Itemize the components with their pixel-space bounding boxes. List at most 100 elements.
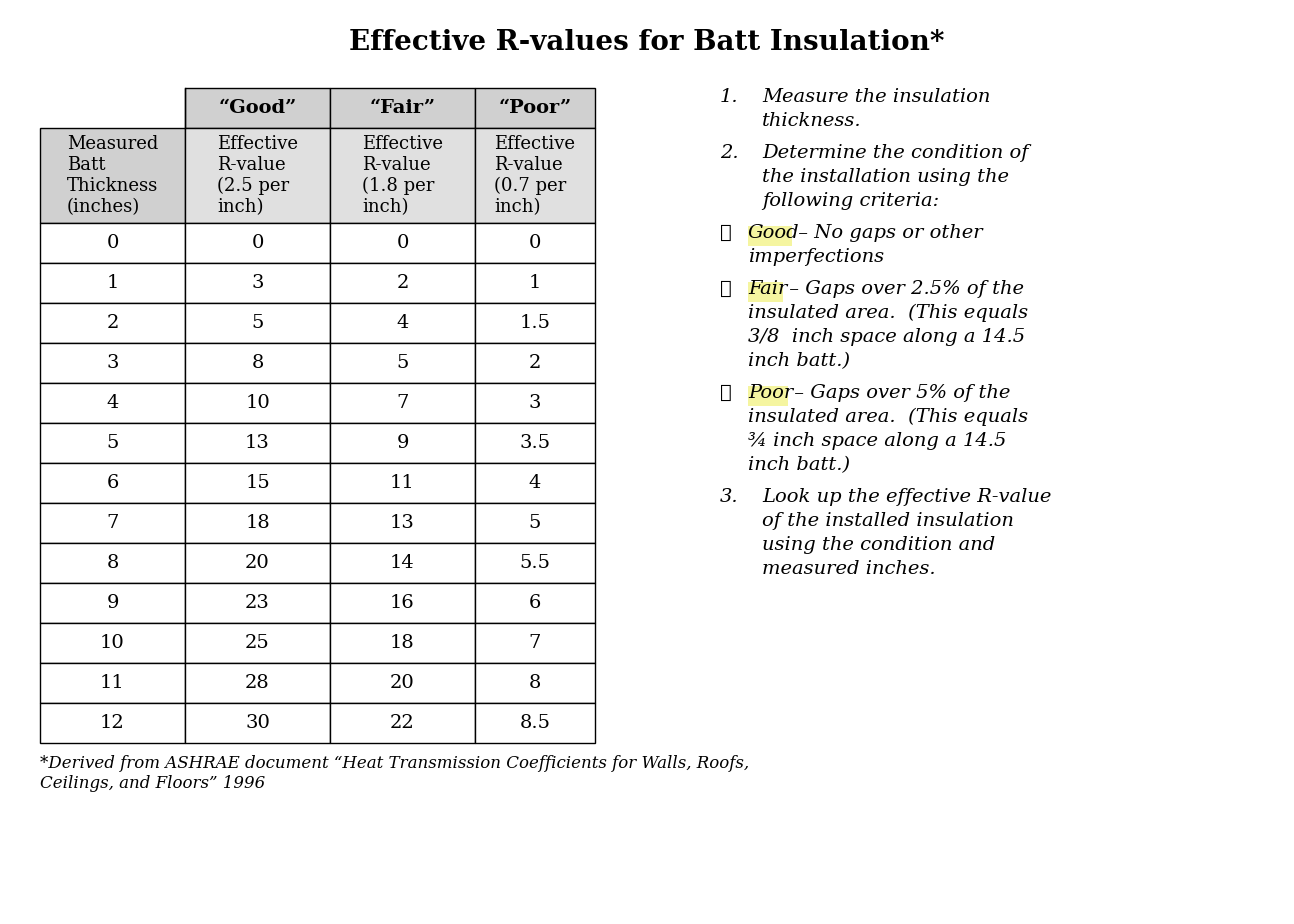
Bar <box>475 623 595 663</box>
Bar <box>475 423 595 463</box>
Text: 8: 8 <box>251 354 264 372</box>
Text: ✓: ✓ <box>719 280 731 298</box>
Text: 13: 13 <box>245 434 270 452</box>
Bar <box>748 386 788 406</box>
Text: 3/8  inch space along a 14.5: 3/8 inch space along a 14.5 <box>748 328 1025 346</box>
Text: 11: 11 <box>100 674 126 692</box>
Bar <box>475 543 595 583</box>
Text: 18: 18 <box>389 634 415 652</box>
Text: 5: 5 <box>251 314 264 332</box>
Text: – Gaps over 2.5% of the: – Gaps over 2.5% of the <box>783 280 1024 298</box>
Text: 22: 22 <box>389 714 415 732</box>
Bar <box>475 383 595 423</box>
Bar <box>475 703 595 743</box>
Bar <box>475 263 595 303</box>
Bar <box>475 223 595 263</box>
Text: insulated area.  (This equals: insulated area. (This equals <box>748 304 1029 322</box>
Bar <box>185 263 330 303</box>
Bar <box>748 226 792 246</box>
Text: 5.5: 5.5 <box>519 554 550 572</box>
Bar <box>330 423 475 463</box>
Text: 8.5: 8.5 <box>519 714 550 732</box>
Text: following criteria:: following criteria: <box>762 192 939 210</box>
Text: 20: 20 <box>389 674 415 692</box>
Bar <box>185 128 330 223</box>
Bar <box>40 263 185 303</box>
Text: 4: 4 <box>396 314 409 332</box>
Bar <box>330 663 475 703</box>
Text: 8: 8 <box>529 674 541 692</box>
Bar <box>40 88 185 128</box>
Bar <box>475 503 595 543</box>
Bar <box>185 223 330 263</box>
Bar <box>330 583 475 623</box>
Bar <box>185 703 330 743</box>
Bar <box>330 303 475 343</box>
Text: 1: 1 <box>529 274 541 292</box>
Bar <box>40 583 185 623</box>
Bar <box>475 128 595 223</box>
Bar <box>475 343 595 383</box>
Bar <box>330 463 475 503</box>
Text: 3: 3 <box>251 274 264 292</box>
Text: Good: Good <box>748 224 800 242</box>
Text: 2: 2 <box>106 314 119 332</box>
Text: 15: 15 <box>245 474 270 492</box>
Text: 3.: 3. <box>719 488 739 506</box>
Text: 7: 7 <box>396 394 409 412</box>
Text: Measured
Batt
Thickness
(inches): Measured Batt Thickness (inches) <box>67 135 158 215</box>
Bar <box>185 543 330 583</box>
Text: 28: 28 <box>245 674 270 692</box>
Bar <box>330 503 475 543</box>
Text: 9: 9 <box>396 434 409 452</box>
Text: “Poor”: “Poor” <box>498 99 572 117</box>
Text: 7: 7 <box>106 514 119 532</box>
Text: 3: 3 <box>106 354 119 372</box>
Bar <box>185 383 330 423</box>
Bar <box>475 583 595 623</box>
Bar <box>330 263 475 303</box>
Text: “Good”: “Good” <box>219 99 296 117</box>
Bar <box>475 303 595 343</box>
Text: 0: 0 <box>396 234 409 252</box>
Text: using the condition and: using the condition and <box>762 536 995 554</box>
Text: Effective
R-value
(1.8 per
inch): Effective R-value (1.8 per inch) <box>362 135 443 216</box>
Bar <box>185 303 330 343</box>
Text: 2.: 2. <box>719 144 739 162</box>
Text: 9: 9 <box>106 594 119 612</box>
Text: 8: 8 <box>106 554 119 572</box>
Text: – Gaps over 5% of the: – Gaps over 5% of the <box>788 384 1011 402</box>
Bar <box>185 623 330 663</box>
Text: of the installed insulation: of the installed insulation <box>762 512 1014 530</box>
Text: 20: 20 <box>245 554 270 572</box>
Text: ✓: ✓ <box>719 384 731 402</box>
Text: 0: 0 <box>529 234 541 252</box>
Text: measured inches.: measured inches. <box>762 560 936 578</box>
Text: 5: 5 <box>396 354 409 372</box>
Text: 1.5: 1.5 <box>519 314 550 332</box>
Bar <box>330 88 475 128</box>
Text: 1.: 1. <box>719 88 739 106</box>
Text: Measure the insulation: Measure the insulation <box>762 88 990 106</box>
Bar <box>185 463 330 503</box>
Bar <box>40 303 185 343</box>
Text: ¾ inch space along a 14.5: ¾ inch space along a 14.5 <box>748 432 1007 450</box>
Bar <box>40 463 185 503</box>
Text: inch batt.): inch batt.) <box>748 456 850 474</box>
Bar <box>40 128 185 223</box>
Bar <box>475 463 595 503</box>
Bar <box>40 623 185 663</box>
Bar <box>40 223 185 263</box>
Text: 5: 5 <box>106 434 119 452</box>
Text: “Fair”: “Fair” <box>370 99 436 117</box>
Text: 10: 10 <box>100 634 126 652</box>
Bar <box>330 623 475 663</box>
Text: thickness.: thickness. <box>762 112 862 130</box>
Bar <box>185 503 330 543</box>
Bar <box>185 343 330 383</box>
Bar <box>330 383 475 423</box>
Text: insulated area.  (This equals: insulated area. (This equals <box>748 408 1029 426</box>
Text: 6: 6 <box>106 474 119 492</box>
Text: 5: 5 <box>529 514 541 532</box>
Bar <box>185 663 330 703</box>
